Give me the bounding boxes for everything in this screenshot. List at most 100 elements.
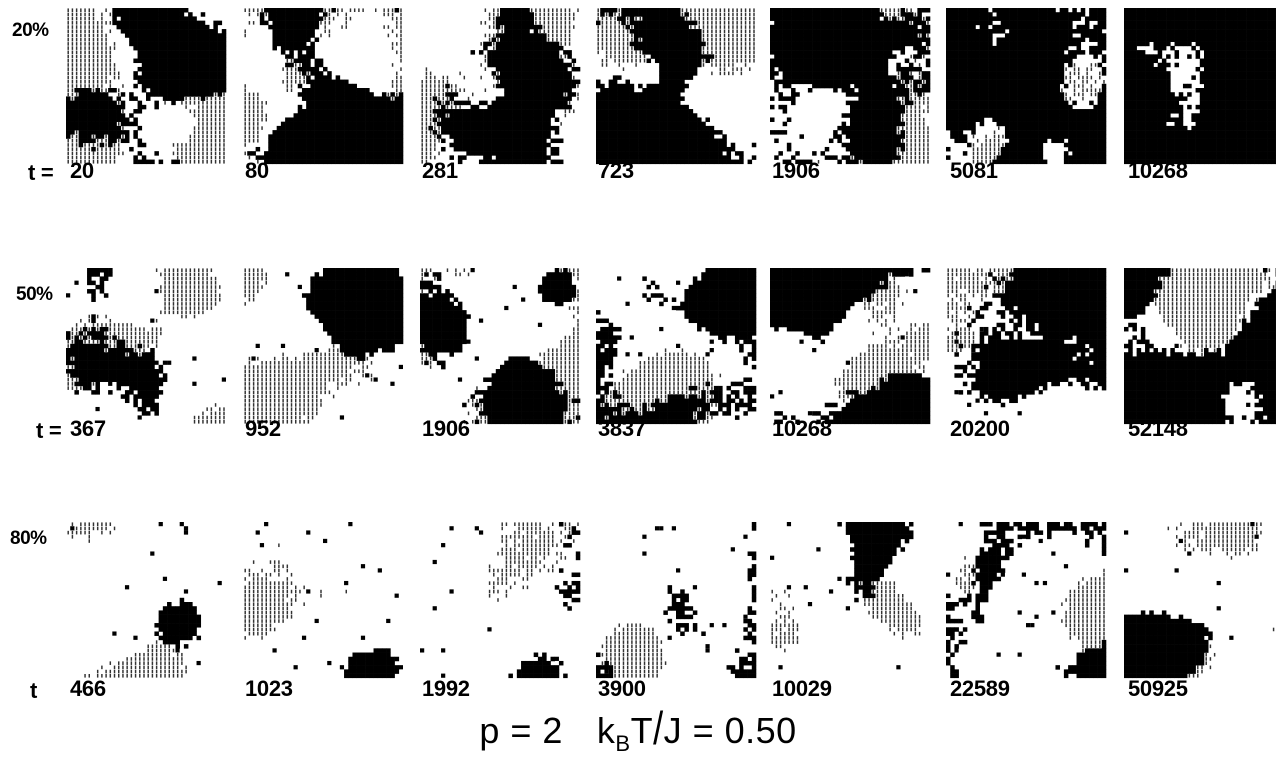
hatched-domain-site xyxy=(753,58,755,63)
black-domain-site xyxy=(167,37,172,42)
black-domain-site xyxy=(529,20,534,26)
black-domain-site xyxy=(285,155,290,160)
black-domain-site xyxy=(558,83,564,89)
black-domain-site xyxy=(276,142,282,148)
black-domain-site xyxy=(633,113,639,118)
black-domain-site xyxy=(697,155,702,160)
black-domain-site xyxy=(550,62,556,68)
black-domain-site xyxy=(770,66,775,72)
black-domain-site xyxy=(306,12,311,17)
black-domain-site xyxy=(381,109,387,114)
hatched-domain-site xyxy=(387,8,390,12)
black-domain-site xyxy=(875,33,880,38)
hatched-domain-site xyxy=(715,12,717,17)
black-domain-site xyxy=(512,113,518,118)
hatched-domain-site xyxy=(535,8,537,12)
black-domain-site xyxy=(133,8,138,13)
black-domain-site xyxy=(659,96,664,101)
black-domain-site xyxy=(697,41,702,47)
black-domain-site xyxy=(500,109,505,114)
black-domain-site xyxy=(550,88,556,93)
black-domain-site xyxy=(356,88,362,93)
hatched-domain-site xyxy=(96,25,99,29)
black-domain-site xyxy=(483,100,488,106)
black-domain-site xyxy=(500,79,505,85)
black-domain-site xyxy=(625,96,630,101)
hatched-domain-site xyxy=(198,151,200,156)
black-domain-site xyxy=(625,130,630,135)
black-domain-site xyxy=(129,29,134,34)
black-domain-site xyxy=(537,113,543,118)
black-domain-site xyxy=(504,33,509,38)
hatched-domain-site xyxy=(71,50,74,55)
black-domain-site xyxy=(356,138,362,144)
black-domain-site xyxy=(192,50,197,55)
black-domain-site xyxy=(803,66,809,72)
hatched-domain-site xyxy=(210,101,213,105)
hatched-domain-site xyxy=(614,33,616,38)
hatched-domain-site xyxy=(223,117,225,122)
black-domain-site xyxy=(91,138,96,144)
hatched-domain-site xyxy=(568,12,571,17)
black-domain-site xyxy=(124,117,130,122)
black-domain-site xyxy=(608,134,614,139)
black-domain-site xyxy=(892,134,897,139)
hatched-domain-site xyxy=(286,67,289,71)
black-domain-site xyxy=(150,83,155,89)
hatched-domain-site xyxy=(914,151,917,156)
black-domain-site xyxy=(917,92,922,97)
hatched-domain-site xyxy=(897,160,900,164)
black-domain-site xyxy=(650,146,656,152)
black-domain-site xyxy=(650,117,656,122)
hatched-domain-site xyxy=(719,58,722,63)
black-domain-site xyxy=(879,58,884,64)
black-domain-site xyxy=(323,96,328,101)
black-domain-site xyxy=(533,88,539,93)
black-domain-site xyxy=(495,58,501,64)
black-domain-site xyxy=(850,142,855,148)
black-domain-site xyxy=(862,125,868,131)
black-domain-site xyxy=(654,12,660,17)
black-domain-site xyxy=(659,100,664,106)
black-domain-site xyxy=(314,113,320,118)
black-domain-site xyxy=(596,109,601,114)
black-domain-site xyxy=(352,134,357,139)
black-domain-site xyxy=(167,62,172,68)
black-domain-site xyxy=(533,134,539,139)
black-domain-site xyxy=(629,83,635,89)
hatched-domain-site xyxy=(723,25,726,29)
black-domain-site xyxy=(441,121,446,127)
black-domain-site xyxy=(116,113,122,118)
hatched-domain-site xyxy=(96,67,99,71)
black-domain-site xyxy=(171,88,176,93)
black-domain-site xyxy=(449,117,454,122)
black-domain-site xyxy=(837,138,842,144)
black-domain-site xyxy=(133,12,138,17)
black-domain-site xyxy=(596,125,601,131)
black-domain-site xyxy=(558,66,564,72)
hatched-domain-site xyxy=(185,147,187,151)
black-domain-site xyxy=(500,104,505,110)
black-domain-site xyxy=(512,45,518,51)
hatched-domain-site xyxy=(421,117,423,122)
hatched-domain-site xyxy=(96,58,99,63)
hatched-domain-site xyxy=(244,92,246,97)
black-domain-site xyxy=(621,109,626,114)
black-domain-site xyxy=(462,113,467,118)
black-domain-site xyxy=(171,33,176,38)
black-domain-site xyxy=(841,121,847,127)
hatched-domain-site xyxy=(918,155,921,160)
hatched-domain-site xyxy=(71,155,74,160)
black-domain-site xyxy=(99,104,105,110)
black-domain-site xyxy=(327,113,332,118)
black-domain-site xyxy=(684,117,689,122)
black-domain-site xyxy=(676,20,681,26)
black-domain-site xyxy=(705,155,710,160)
black-domain-site xyxy=(162,58,168,64)
black-domain-site xyxy=(621,113,626,118)
black-domain-site xyxy=(917,88,922,93)
black-domain-site xyxy=(629,125,635,131)
black-domain-site xyxy=(774,29,779,34)
black-domain-site xyxy=(807,50,813,55)
black-domain-site xyxy=(663,159,668,165)
